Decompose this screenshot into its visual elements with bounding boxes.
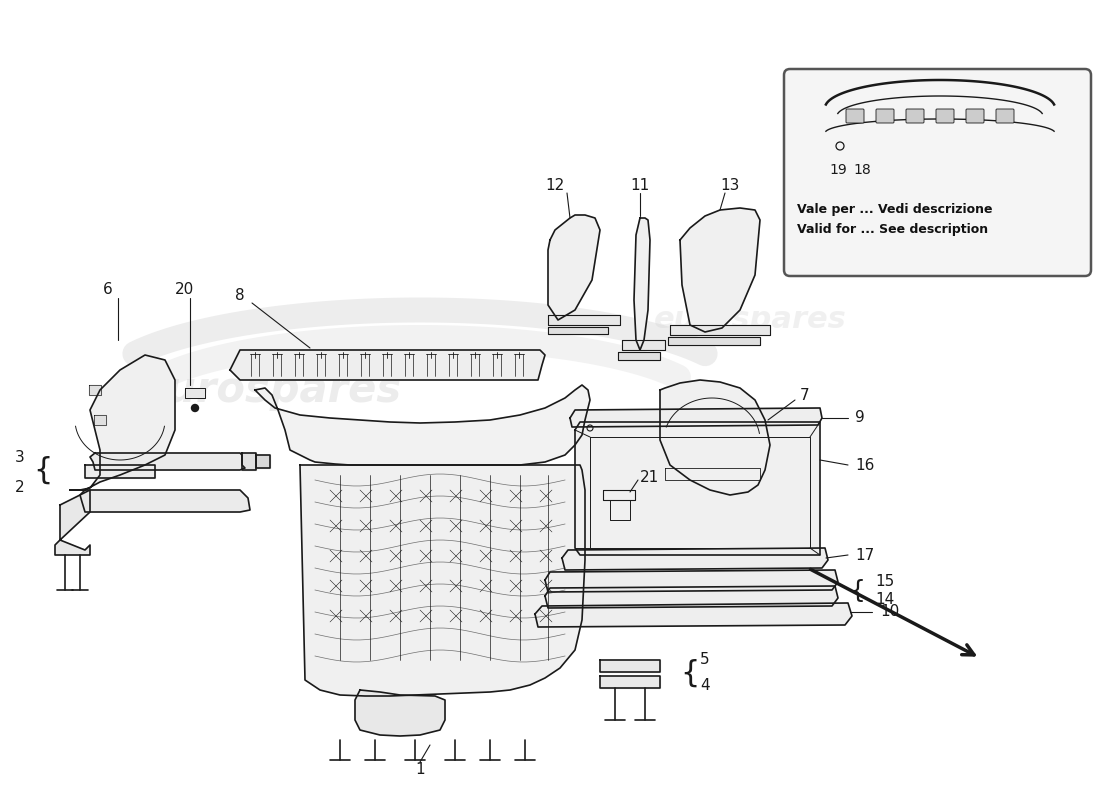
Polygon shape [618, 352, 660, 360]
Polygon shape [80, 490, 250, 512]
Text: eurospares: eurospares [139, 369, 402, 411]
Polygon shape [548, 215, 600, 320]
Text: 6: 6 [103, 282, 113, 298]
Polygon shape [660, 380, 770, 495]
Polygon shape [90, 453, 245, 470]
Text: 1: 1 [415, 762, 425, 778]
Polygon shape [94, 415, 106, 425]
Polygon shape [621, 340, 665, 350]
Polygon shape [548, 315, 620, 325]
Polygon shape [603, 490, 635, 500]
Polygon shape [610, 500, 630, 520]
Text: eurospares: eurospares [653, 306, 846, 334]
Polygon shape [544, 570, 838, 592]
Polygon shape [256, 455, 270, 468]
Polygon shape [670, 325, 770, 335]
Polygon shape [242, 453, 256, 470]
Text: 14: 14 [874, 593, 894, 607]
FancyBboxPatch shape [966, 109, 984, 123]
FancyBboxPatch shape [936, 109, 954, 123]
Polygon shape [570, 408, 822, 427]
Text: 9: 9 [855, 410, 865, 426]
Text: 15: 15 [874, 574, 894, 590]
Polygon shape [668, 337, 760, 345]
Text: 20: 20 [175, 282, 195, 298]
Polygon shape [355, 690, 446, 736]
FancyBboxPatch shape [846, 109, 864, 123]
Text: 3: 3 [15, 450, 25, 466]
Text: eurospares: eurospares [518, 459, 782, 501]
Text: 4: 4 [700, 678, 710, 693]
Polygon shape [70, 355, 175, 490]
Polygon shape [185, 388, 205, 398]
Text: 10: 10 [880, 605, 900, 619]
Polygon shape [562, 548, 828, 570]
Text: 12: 12 [546, 178, 564, 193]
Polygon shape [680, 208, 760, 332]
Text: Vale per ... Vedi descrizione: Vale per ... Vedi descrizione [798, 203, 992, 217]
Text: 16: 16 [855, 458, 875, 473]
Text: 7: 7 [800, 387, 810, 402]
Text: 13: 13 [720, 178, 739, 193]
Text: {: { [850, 579, 866, 603]
Text: 5: 5 [700, 653, 710, 667]
Circle shape [191, 405, 198, 411]
Text: 2: 2 [15, 479, 25, 494]
Polygon shape [666, 468, 760, 480]
Polygon shape [548, 327, 608, 334]
Polygon shape [85, 465, 155, 478]
Polygon shape [230, 350, 544, 380]
Polygon shape [600, 660, 660, 672]
Polygon shape [544, 586, 838, 608]
Text: Valid for ... See description: Valid for ... See description [798, 223, 988, 237]
Polygon shape [255, 385, 590, 465]
Polygon shape [634, 218, 650, 350]
FancyBboxPatch shape [996, 109, 1014, 123]
Text: 17: 17 [855, 547, 875, 562]
Text: 19: 19 [829, 163, 847, 177]
Polygon shape [535, 603, 852, 627]
Polygon shape [89, 385, 101, 395]
Polygon shape [575, 422, 820, 555]
Text: {: { [33, 455, 53, 485]
Polygon shape [300, 465, 585, 696]
Text: 18: 18 [854, 163, 871, 177]
FancyBboxPatch shape [784, 69, 1091, 276]
Text: 8: 8 [235, 287, 245, 302]
Text: {: { [680, 658, 700, 687]
FancyBboxPatch shape [906, 109, 924, 123]
Polygon shape [55, 490, 90, 555]
Text: 21: 21 [640, 470, 659, 486]
FancyBboxPatch shape [876, 109, 894, 123]
Text: 11: 11 [630, 178, 650, 193]
Polygon shape [600, 676, 660, 688]
